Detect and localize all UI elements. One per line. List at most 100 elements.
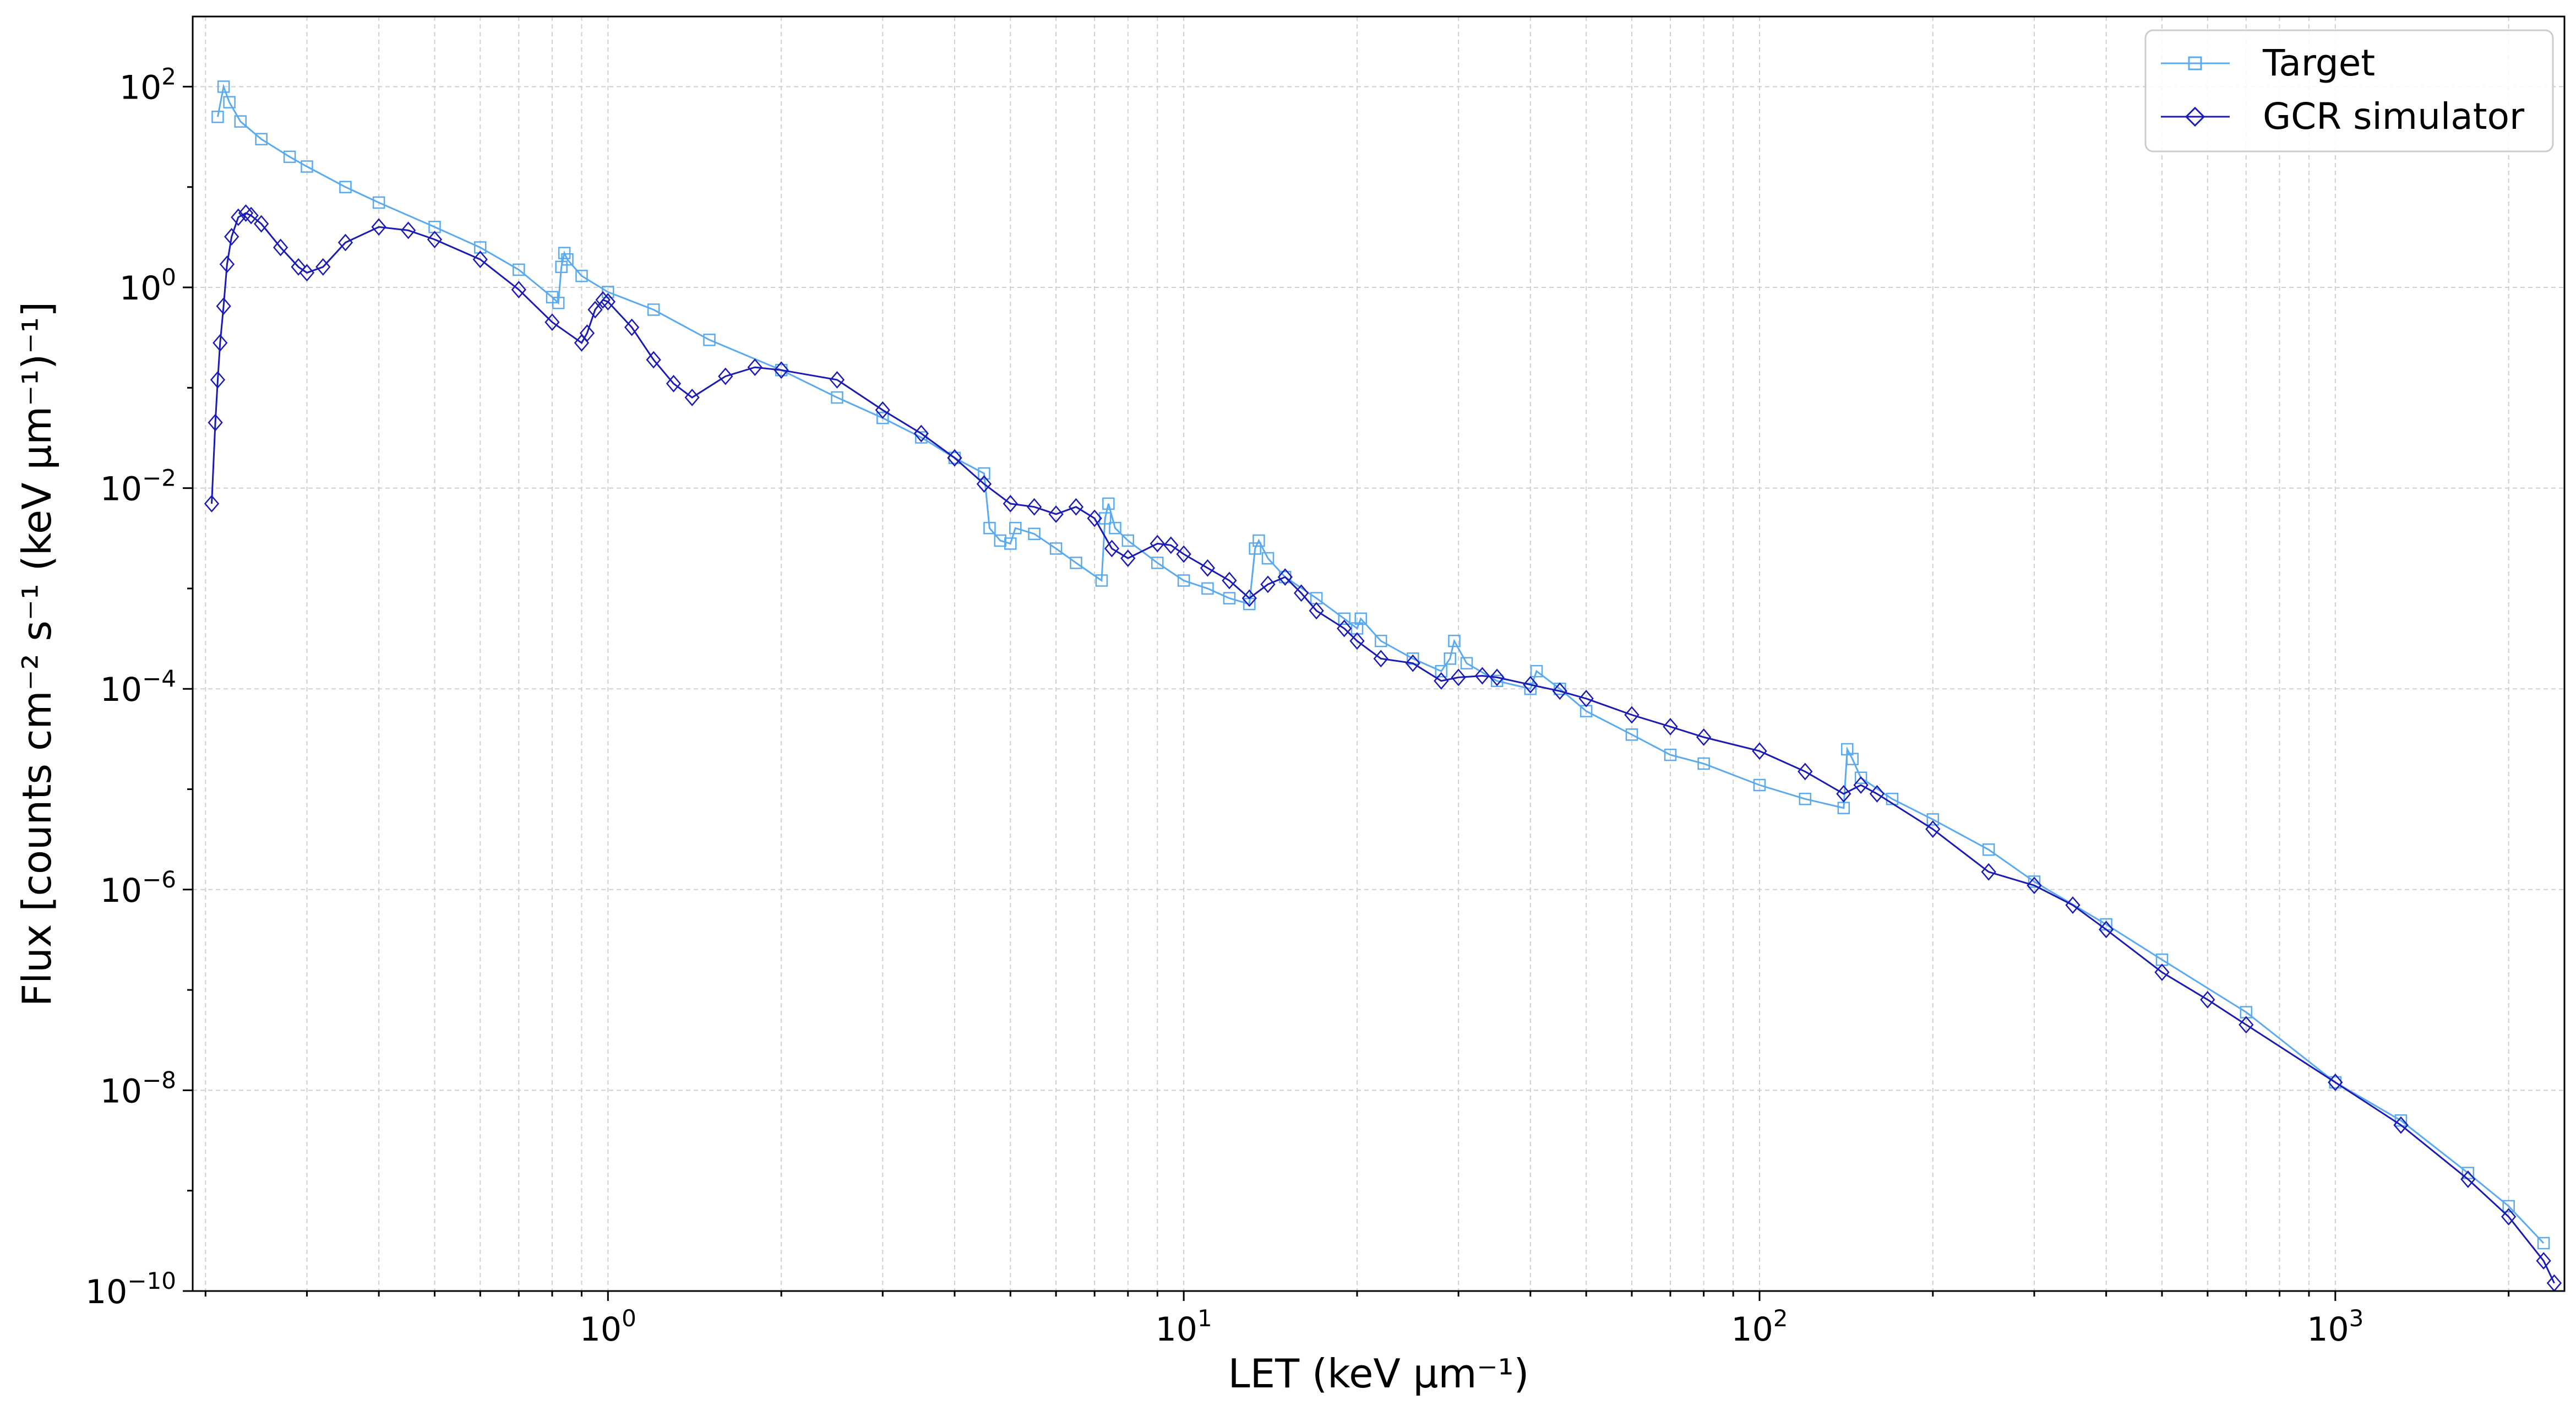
data-point-target xyxy=(1490,674,1504,688)
data-point-gcr-simulator xyxy=(1260,575,1276,593)
data-point-target xyxy=(223,96,236,108)
data-point-target xyxy=(703,334,716,346)
data-point-target xyxy=(1109,521,1121,535)
data-point-gcr-simulator xyxy=(1176,545,1191,563)
data-point-target xyxy=(1151,557,1164,569)
data-point-gcr-simulator xyxy=(666,374,682,393)
data-point-target xyxy=(2329,1076,2342,1089)
data-point-target xyxy=(978,467,990,480)
data-point-gcr-simulator xyxy=(646,351,661,369)
data-point-gcr-simulator xyxy=(1309,602,1324,620)
data-point-gcr-simulator xyxy=(976,475,992,493)
data-point-gcr-simulator xyxy=(254,215,269,233)
data-point-gcr-simulator xyxy=(2393,1116,2409,1134)
data-point-gcr-simulator xyxy=(1120,549,1136,567)
data-point-target xyxy=(513,263,525,276)
data-point-target xyxy=(876,411,889,424)
data-point-gcr-simulator xyxy=(2200,990,2215,1009)
x-tick-label: 100 xyxy=(580,1305,636,1349)
data-point-gcr-simulator xyxy=(1087,509,1102,527)
data-point-gcr-simulator xyxy=(2328,1074,2343,1091)
data-point-target xyxy=(831,391,843,404)
data-point-gcr-simulator xyxy=(1373,650,1388,668)
data-point-target xyxy=(1249,542,1261,555)
data-point-gcr-simulator xyxy=(1451,668,1466,687)
data-point-gcr-simulator xyxy=(1925,820,1941,838)
plot-frame xyxy=(192,15,2566,1292)
data-point-target xyxy=(339,181,352,193)
data-point-gcr-simulator xyxy=(400,221,416,239)
data-point-gcr-simulator xyxy=(1853,776,1869,794)
data-point-target xyxy=(1252,534,1265,547)
series-line-gcr-simulator xyxy=(211,212,2555,1284)
data-point-target xyxy=(1460,657,1473,669)
y-tick-label: 10−10 xyxy=(85,1267,176,1311)
data-point-gcr-simulator xyxy=(1349,632,1365,650)
data-point-gcr-simulator xyxy=(299,264,315,282)
y-tick-label: 100 xyxy=(119,264,176,308)
data-point-target xyxy=(2502,1200,2515,1213)
data-point-gcr-simulator xyxy=(1405,654,1420,672)
data-point-gcr-simulator xyxy=(1624,706,1640,724)
data-point-gcr-simulator xyxy=(1068,498,1084,516)
data-point-gcr-simulator xyxy=(1241,589,1257,607)
data-point-target xyxy=(1201,582,1214,595)
data-point-gcr-simulator xyxy=(2460,1170,2476,1188)
data-point-gcr-simulator xyxy=(2501,1208,2517,1226)
data-point-target xyxy=(552,297,565,309)
data-point-target xyxy=(994,534,1007,547)
data-point-gcr-simulator xyxy=(600,293,616,311)
data-point-gcr-simulator xyxy=(1337,619,1352,638)
data-point-gcr-simulator xyxy=(231,208,246,226)
data-point-target xyxy=(283,150,296,164)
data-point-gcr-simulator xyxy=(216,297,231,315)
series-gcr-simulator xyxy=(204,204,2562,1292)
data-point-target xyxy=(1009,521,1022,535)
y-tick-label: 10−6 xyxy=(100,866,176,910)
data-point-target xyxy=(1886,792,1899,805)
data-point-gcr-simulator xyxy=(315,258,331,276)
data-point-gcr-simulator xyxy=(210,371,226,389)
data-point-target xyxy=(1982,843,1995,856)
y-tick-label: 102 xyxy=(119,63,176,107)
legend-target-label: Target xyxy=(2262,42,2375,84)
y-tick-label: 10−8 xyxy=(100,1066,176,1110)
data-point-gcr-simulator xyxy=(1981,863,1996,881)
data-point-target xyxy=(2537,1237,2550,1250)
legend-box xyxy=(2144,29,2554,153)
data-point-gcr-simulator xyxy=(1026,498,1042,516)
data-point-target xyxy=(561,253,574,266)
data-point-gcr-simulator xyxy=(1474,667,1490,685)
data-point-target xyxy=(1854,771,1867,784)
data-point-gcr-simulator xyxy=(208,413,223,432)
y-axis-label: Flux [counts cm⁻² s⁻¹ (keV μm⁻¹)⁻¹] xyxy=(14,302,60,1006)
data-point-target xyxy=(1261,552,1275,565)
legend: Target GCR simulator xyxy=(2144,29,2554,153)
data-point-target xyxy=(1697,757,1710,770)
data-point-gcr-simulator xyxy=(1277,568,1293,586)
data-point-gcr-simulator xyxy=(544,313,560,331)
data-point-target xyxy=(1846,753,1859,765)
data-point-target xyxy=(1799,792,1812,805)
x-tick-label: 101 xyxy=(1156,1305,1212,1349)
data-point-target xyxy=(1625,728,1638,741)
data-point-gcr-simulator xyxy=(1104,540,1120,558)
series-target xyxy=(211,80,2550,1250)
data-point-gcr-simulator xyxy=(2536,1252,2551,1270)
data-point-gcr-simulator xyxy=(684,389,700,406)
legend-gcr-marker xyxy=(2185,106,2205,127)
data-point-target xyxy=(1664,748,1677,761)
data-point-gcr-simulator xyxy=(1578,689,1594,707)
data-point-gcr-simulator xyxy=(2098,921,2114,939)
data-point-target xyxy=(1223,592,1236,604)
data-point-gcr-simulator xyxy=(472,250,488,269)
legend-gcr-label: GCR simulator xyxy=(2263,95,2525,138)
data-point-target xyxy=(372,196,385,209)
data-point-target xyxy=(1279,570,1292,584)
data-point-gcr-simulator xyxy=(595,291,611,309)
data-point-target xyxy=(255,133,268,145)
data-point-gcr-simulator xyxy=(1663,717,1678,736)
data-point-target xyxy=(647,303,660,316)
data-point-target xyxy=(1926,813,1940,826)
x-tick-label: 102 xyxy=(1731,1305,1788,1349)
